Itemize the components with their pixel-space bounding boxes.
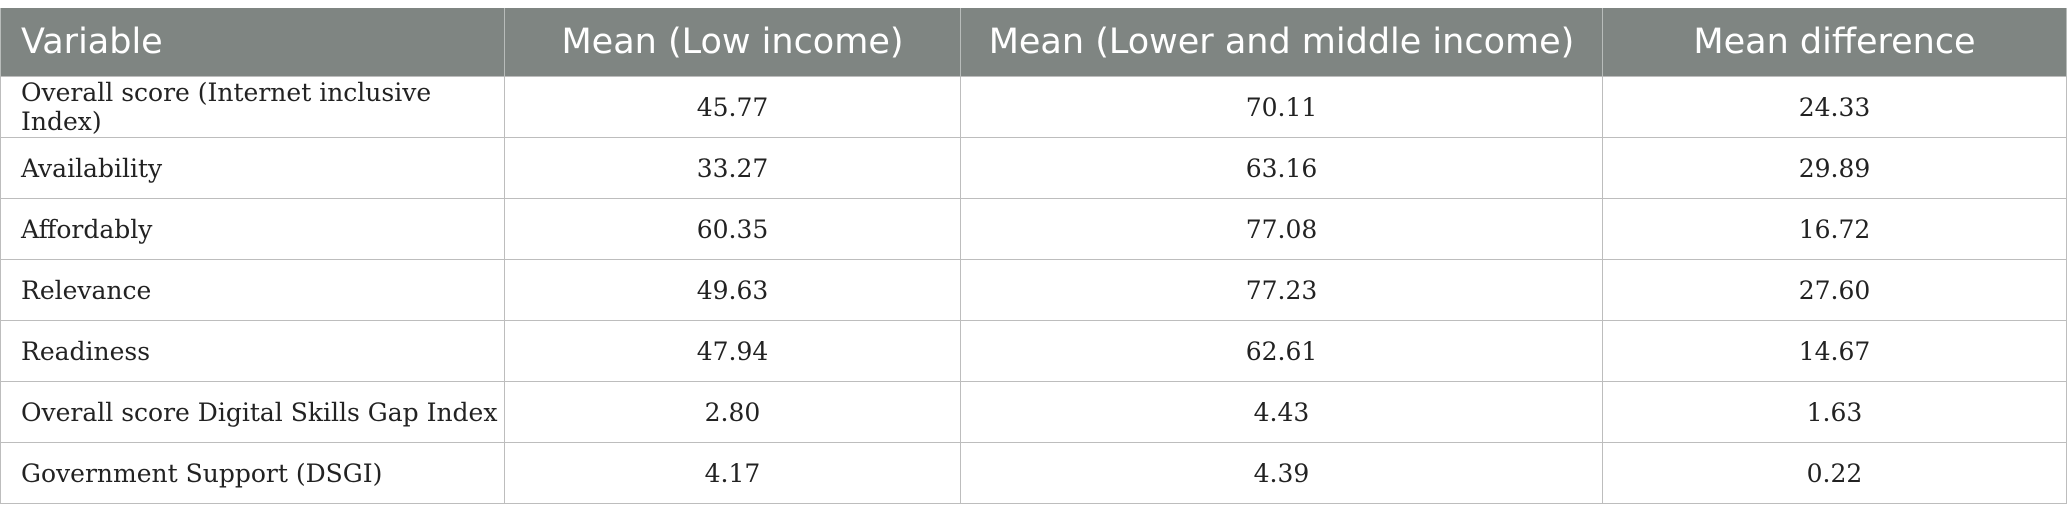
cell-variable: Government Support (DSGI) [0, 442, 505, 504]
cell-mean-difference: 14.67 [1602, 320, 2067, 382]
cell-variable: Overall score (Internet inclusive Index) [0, 76, 505, 138]
table-row: Readiness 47.94 62.61 14.67 [0, 320, 2067, 382]
header-row: Variable Mean (Low income) Mean (Lower a… [0, 8, 2067, 77]
cell-mean-low: 49.63 [504, 259, 961, 321]
table-row: Affordably 60.35 77.08 16.72 [0, 198, 2067, 260]
cell-mean-low: 4.17 [504, 442, 961, 504]
cell-mean-low: 60.35 [504, 198, 961, 260]
cell-variable: Affordably [0, 198, 505, 260]
cell-variable: Relevance [0, 259, 505, 321]
cell-mean-lower-middle: 4.39 [960, 442, 1603, 504]
table-body: Overall score (Internet inclusive Index)… [0, 76, 2067, 504]
table-row: Government Support (DSGI) 4.17 4.39 0.22 [0, 442, 2067, 504]
table-row: Relevance 49.63 77.23 27.60 [0, 259, 2067, 321]
header-mean-low-income: Mean (Low income) [504, 8, 961, 77]
cell-mean-lower-middle: 62.61 [960, 320, 1603, 382]
table-row: Availability 33.27 63.16 29.89 [0, 137, 2067, 199]
table-row: Overall score Digital Skills Gap Index 2… [0, 381, 2067, 443]
cell-variable: Availability [0, 137, 505, 199]
header-mean-lower-middle-income: Mean (Lower and middle income) [960, 8, 1603, 77]
header-variable: Variable [0, 8, 505, 77]
cell-mean-difference: 27.60 [1602, 259, 2067, 321]
cell-mean-difference: 16.72 [1602, 198, 2067, 260]
cell-mean-low: 2.80 [504, 381, 961, 443]
cell-mean-low: 33.27 [504, 137, 961, 199]
cell-variable: Readiness [0, 320, 505, 382]
cell-mean-lower-middle: 77.23 [960, 259, 1603, 321]
cell-mean-difference: 24.33 [1602, 76, 2067, 138]
data-table: Variable Mean (Low income) Mean (Lower a… [0, 8, 2067, 504]
cell-mean-difference: 1.63 [1602, 381, 2067, 443]
cell-mean-low: 47.94 [504, 320, 961, 382]
table-container: Variable Mean (Low income) Mean (Lower a… [0, 8, 2067, 504]
cell-mean-lower-middle: 63.16 [960, 137, 1603, 199]
cell-variable: Overall score Digital Skills Gap Index [0, 381, 505, 443]
cell-mean-lower-middle: 4.43 [960, 381, 1603, 443]
cell-mean-difference: 0.22 [1602, 442, 2067, 504]
cell-mean-low: 45.77 [504, 76, 961, 138]
table-header: Variable Mean (Low income) Mean (Lower a… [0, 8, 2067, 77]
table-row: Overall score (Internet inclusive Index)… [0, 76, 2067, 138]
cell-mean-difference: 29.89 [1602, 137, 2067, 199]
cell-mean-lower-middle: 70.11 [960, 76, 1603, 138]
header-mean-difference: Mean difference [1602, 8, 2067, 77]
cell-mean-lower-middle: 77.08 [960, 198, 1603, 260]
